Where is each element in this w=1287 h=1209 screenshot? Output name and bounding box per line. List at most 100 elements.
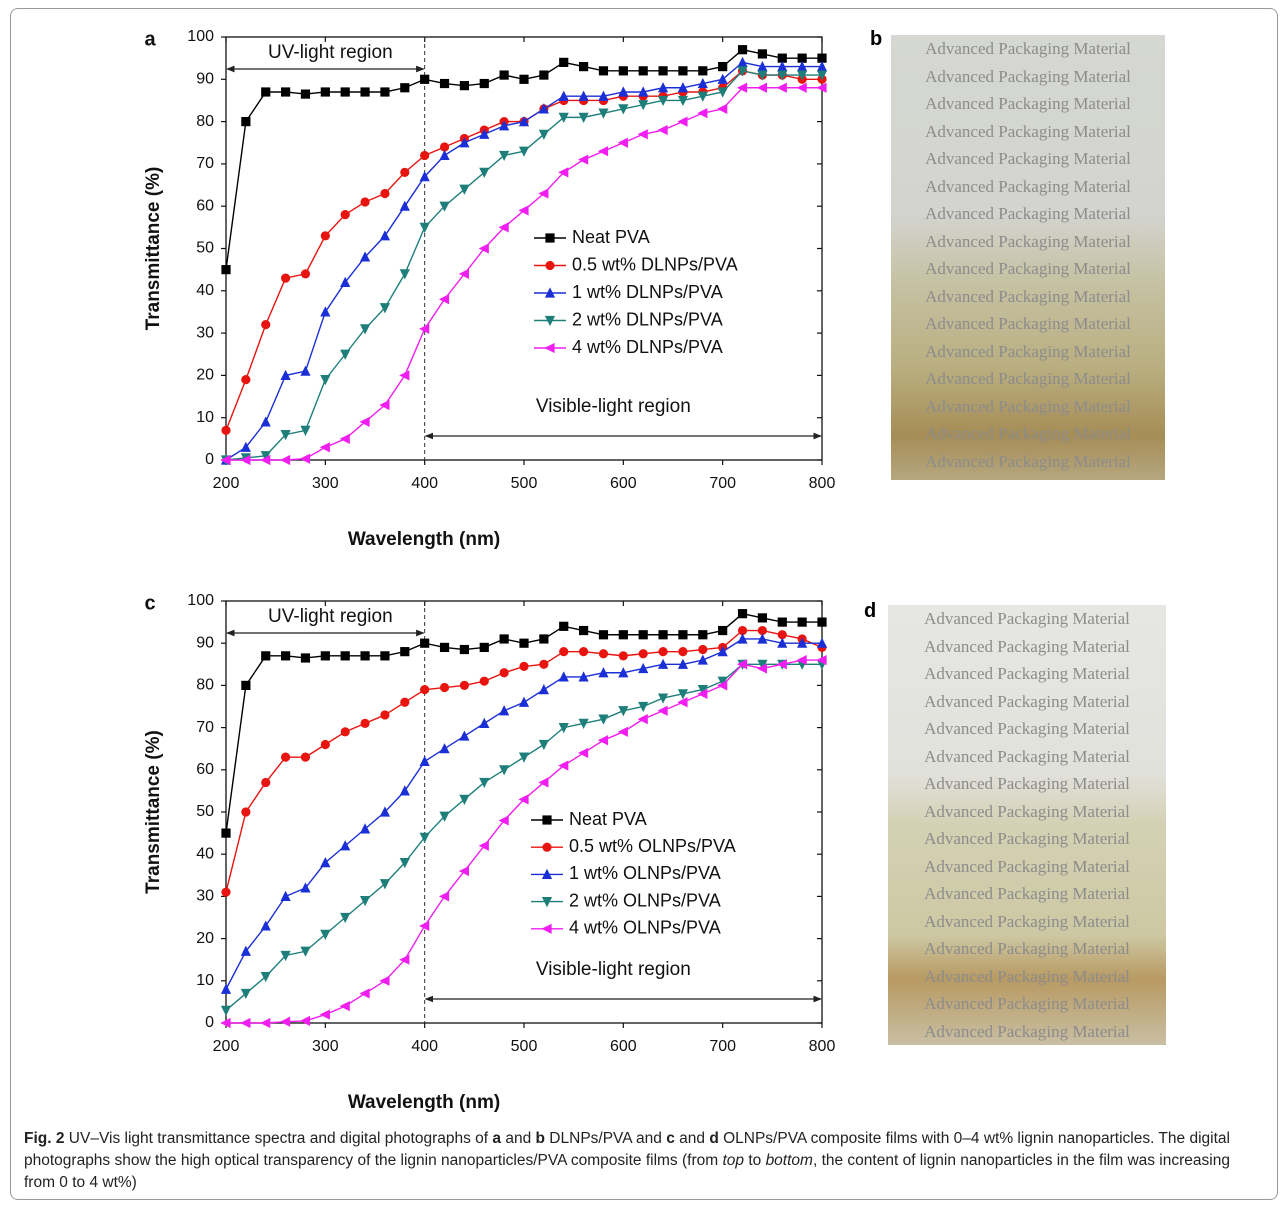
marker — [459, 680, 469, 691]
photo-text-row: Advanced Packaging Material — [924, 856, 1130, 876]
marker — [678, 66, 688, 76]
marker — [459, 81, 469, 91]
marker — [637, 129, 648, 140]
marker — [657, 95, 669, 107]
marker — [677, 658, 689, 669]
marker — [241, 375, 251, 385]
marker — [618, 66, 628, 76]
marker — [261, 777, 271, 788]
marker — [717, 87, 728, 98]
marker — [260, 920, 271, 931]
x-tick-label: 600 — [610, 1038, 637, 1055]
marker — [658, 647, 668, 657]
legend-text: Neat PVA — [572, 227, 650, 247]
marker — [737, 45, 748, 55]
photo-text-row: Advanced Packaging Material — [924, 829, 1130, 848]
marker — [541, 897, 553, 908]
marker — [538, 188, 549, 199]
marker — [220, 1005, 232, 1016]
marker — [300, 946, 311, 957]
marker — [339, 1001, 350, 1012]
marker — [360, 87, 370, 97]
marker — [618, 630, 628, 640]
marker — [558, 112, 569, 123]
marker — [320, 375, 331, 386]
marker — [697, 654, 708, 665]
marker — [638, 86, 649, 97]
marker — [597, 146, 609, 157]
caption-text: top — [722, 1152, 745, 1169]
marker — [698, 644, 708, 655]
marker — [241, 117, 251, 127]
photo-text-row: Advanced Packaging Material — [924, 609, 1130, 628]
photo-text-row: Advanced Packaging Material — [925, 259, 1131, 278]
caption-text: bottom — [765, 1152, 813, 1169]
marker — [399, 785, 410, 796]
marker — [479, 717, 490, 728]
panel-label: b — [870, 28, 883, 50]
photo-text-row: Advanced Packaging Material — [924, 939, 1130, 958]
marker — [598, 90, 609, 101]
marker — [478, 243, 489, 254]
marker — [737, 56, 748, 67]
marker — [240, 441, 251, 452]
photo-text-row: Advanced Packaging Material — [925, 204, 1131, 223]
marker — [419, 222, 430, 233]
marker — [757, 613, 767, 623]
marker — [677, 689, 689, 700]
marker — [260, 971, 271, 983]
marker — [379, 975, 390, 986]
marker — [439, 642, 450, 653]
marker — [618, 706, 629, 717]
marker — [459, 184, 470, 195]
marker — [499, 70, 509, 80]
y-tick-label: 100 — [187, 28, 214, 45]
y-tick-label: 20 — [196, 367, 214, 384]
marker — [618, 667, 629, 678]
legend-text: 0.5 wt% OLNPs/PVA — [569, 836, 736, 856]
marker — [717, 680, 728, 691]
marker — [544, 315, 556, 327]
marker — [776, 659, 787, 670]
marker — [439, 201, 450, 212]
marker — [439, 149, 450, 161]
marker — [618, 104, 629, 115]
marker — [578, 671, 589, 682]
marker — [459, 644, 469, 655]
marker — [657, 705, 668, 716]
marker — [598, 108, 609, 119]
marker — [797, 61, 808, 72]
legend-text: Neat PVA — [569, 809, 647, 829]
photo-text-row: Advanced Packaging Material — [925, 121, 1131, 141]
marker — [379, 399, 390, 411]
marker — [578, 90, 589, 101]
marker — [459, 137, 470, 148]
marker — [816, 82, 827, 93]
marker — [757, 625, 768, 636]
marker — [717, 646, 728, 657]
marker — [678, 647, 688, 657]
photo-text-row: Advanced Packaging Material — [924, 911, 1130, 931]
marker — [260, 454, 271, 466]
marker — [260, 1017, 271, 1029]
marker — [618, 651, 628, 661]
marker — [698, 66, 708, 76]
marker — [816, 637, 828, 648]
marker — [479, 777, 490, 789]
y-tick-label: 80 — [196, 113, 214, 130]
marker — [518, 752, 530, 763]
x-tick-label: 400 — [411, 475, 438, 492]
caption-text: and — [674, 1130, 710, 1147]
marker — [657, 124, 668, 136]
marker — [638, 649, 648, 659]
caption-text: and — [501, 1130, 536, 1147]
marker — [359, 251, 371, 262]
marker — [359, 988, 370, 999]
marker — [816, 61, 828, 72]
marker — [499, 120, 510, 131]
y-tick-label: 40 — [196, 282, 214, 299]
marker — [400, 647, 410, 657]
photo: Advanced Packaging Material Advanced Pack… — [891, 35, 1165, 480]
marker — [518, 696, 530, 707]
